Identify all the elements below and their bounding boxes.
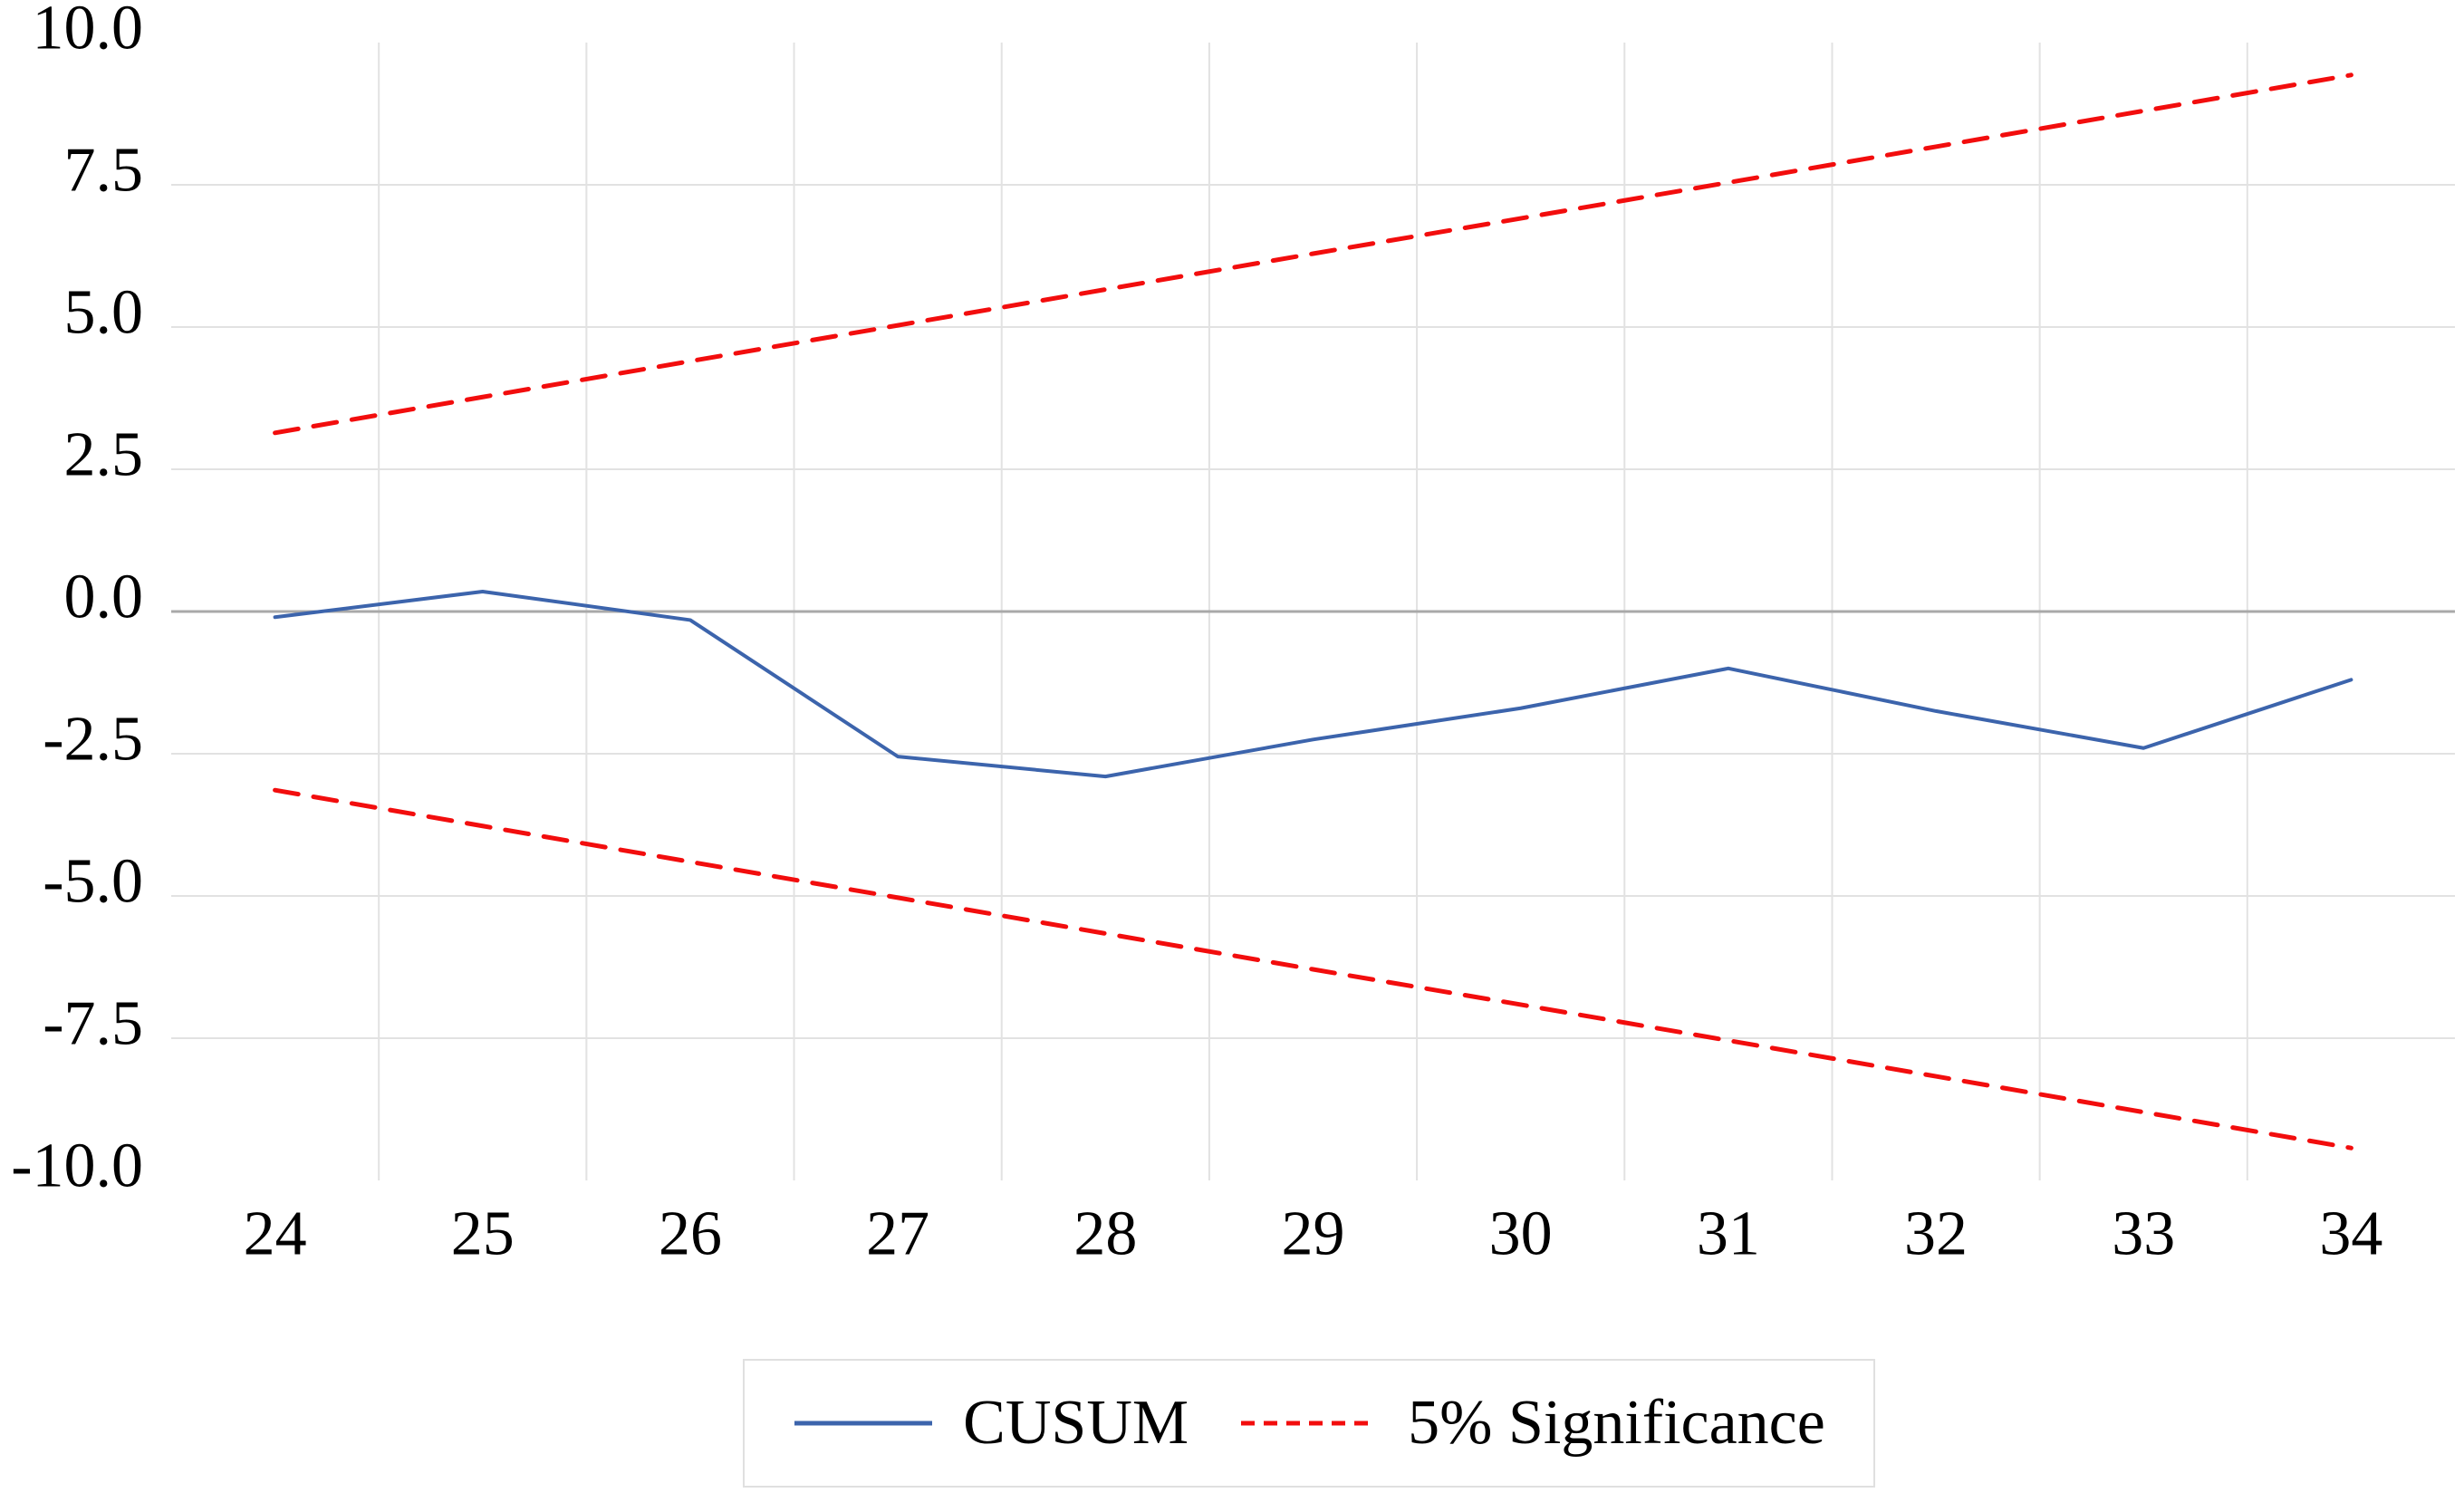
legend-item-significance: 5% Significance bbox=[1239, 1387, 1825, 1459]
significance-line-icon bbox=[1241, 1421, 1378, 1426]
y-tick-label: -10.0 bbox=[11, 1132, 143, 1201]
y-tick-label: 5.0 bbox=[64, 278, 144, 348]
x-tick-label: 24 bbox=[244, 1199, 307, 1269]
x-tick-label: 25 bbox=[451, 1199, 515, 1269]
y-tick-label: 2.5 bbox=[64, 420, 144, 490]
x-tick-label: 33 bbox=[2112, 1199, 2175, 1269]
legend-label-significance: 5% Significance bbox=[1408, 1388, 1825, 1458]
x-tick-label: 27 bbox=[866, 1199, 929, 1269]
y-tick-label: -5.0 bbox=[43, 847, 143, 917]
legend: CUSUM 5% Significance bbox=[743, 1359, 1875, 1488]
y-tick-label: 7.5 bbox=[64, 136, 144, 206]
cusum-line-icon bbox=[794, 1421, 933, 1426]
x-tick-label: 28 bbox=[1073, 1199, 1137, 1269]
y-tick-label: -2.5 bbox=[43, 705, 143, 775]
x-tick-label: 29 bbox=[1282, 1199, 1345, 1269]
x-tick-label: 34 bbox=[2319, 1199, 2382, 1269]
x-tick-label: 26 bbox=[659, 1199, 722, 1269]
cusum-line bbox=[273, 590, 2353, 779]
legend-item-cusum: CUSUM bbox=[793, 1387, 1189, 1459]
legend-label-cusum: CUSUM bbox=[963, 1388, 1189, 1458]
significance-lower-line bbox=[273, 787, 2353, 1151]
x-tick-label: 32 bbox=[1904, 1199, 1968, 1269]
y-tick-label: 10.0 bbox=[33, 0, 144, 63]
y-tick-label: 0.0 bbox=[64, 563, 144, 632]
x-tick-label: 30 bbox=[1489, 1199, 1553, 1269]
significance-upper-line bbox=[273, 72, 2353, 436]
x-tick-label: 31 bbox=[1697, 1199, 1760, 1269]
y-tick-label: -7.5 bbox=[43, 989, 143, 1059]
